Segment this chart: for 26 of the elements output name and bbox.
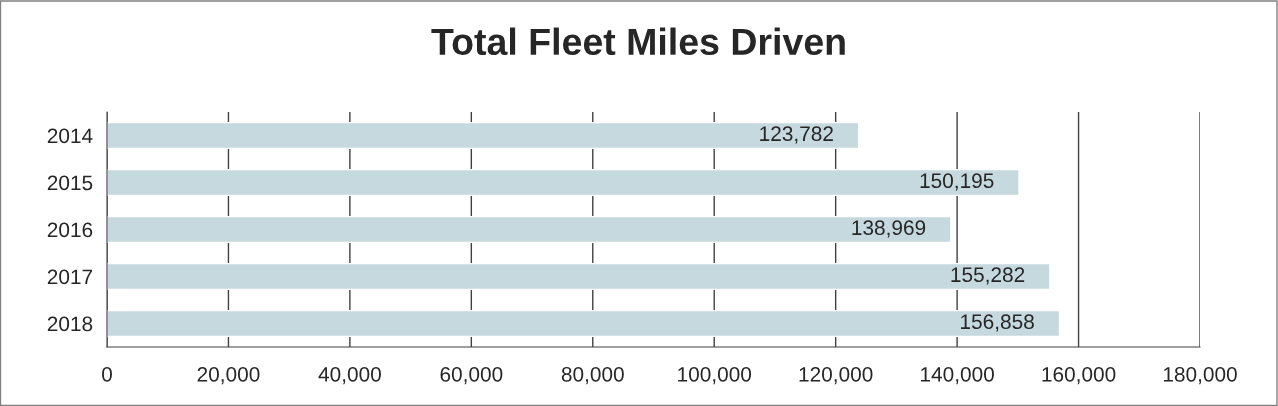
bar [107, 121, 860, 150]
data-label: 150,195 [920, 173, 994, 191]
x-tick-label: 0 [102, 366, 112, 382]
x-tick-label: 120,000 [799, 366, 873, 385]
bar [107, 262, 1051, 291]
x-tick-label: 160,000 [1042, 366, 1116, 385]
x-tick-label: 180,000 [1163, 366, 1237, 385]
x-tick-label: 60,000 [440, 366, 503, 385]
x-tick-label: 140,000 [921, 366, 994, 385]
y-tick-label: 2014 [47, 128, 93, 144]
data-label: 123,782 [760, 126, 833, 144]
bar [107, 215, 952, 244]
y-tick-label: 2016 [47, 222, 93, 238]
x-tick-label: 100,000 [678, 366, 752, 385]
y-tick-label: 2018 [47, 316, 93, 332]
x-tick-label: 20,000 [197, 366, 260, 385]
bar [107, 168, 1020, 197]
y-tick-label: 2015 [47, 175, 93, 191]
data-label: 156,858 [961, 314, 1034, 332]
chart-title: Total Fleet Miles Driven [431, 27, 845, 56]
x-tick-label: 80,000 [561, 366, 624, 385]
data-label: 138,969 [852, 220, 926, 238]
x-tick-label: 40,000 [318, 366, 381, 385]
y-tick-label: 2017 [47, 269, 93, 285]
data-label: 155,282 [951, 267, 1025, 285]
bar [107, 309, 1061, 338]
